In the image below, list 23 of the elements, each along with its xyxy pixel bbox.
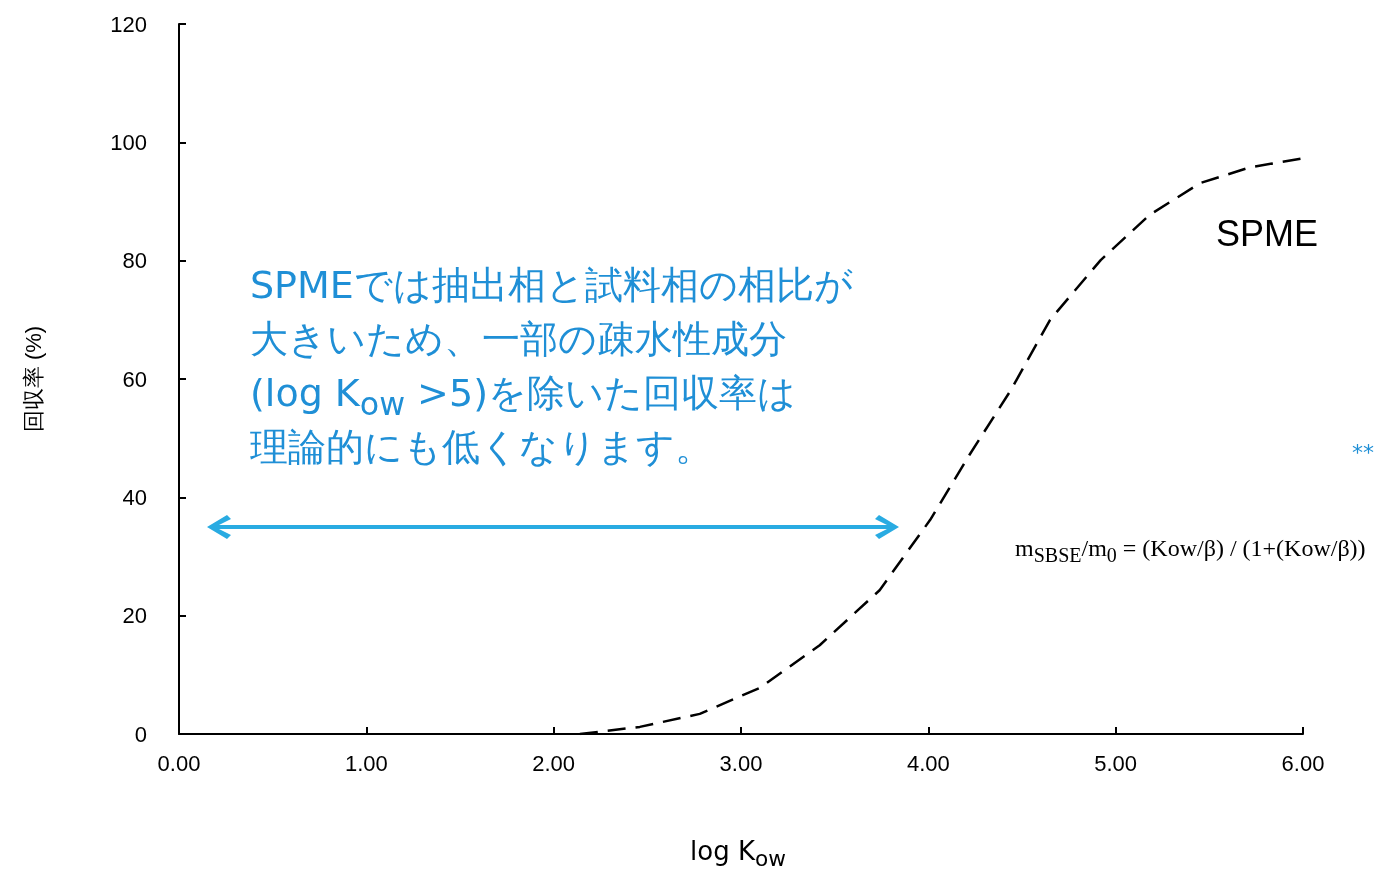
annotation: SPMEでは抽出相と試料相の相比が [250, 262, 853, 309]
x-tick-label: 2.00 [532, 750, 576, 776]
series-label: SPME [1216, 212, 1319, 254]
y-tick-label: 0 [134, 721, 147, 747]
y-tick-label: 100 [110, 129, 147, 155]
annotation: m$_{SBSE}$/m$_{0}$ = (Kow/β) / (1+(Kow/β)) [1015, 535, 1366, 567]
x-tick-label: 3.00 [719, 750, 763, 776]
y-tick-label: 20 [122, 603, 147, 629]
x-tick-label: 0.00 [157, 750, 201, 776]
y-axis-title: 回収率 (%) [20, 325, 46, 433]
y-tick-label: 120 [110, 11, 147, 37]
x-tick-label: 6.00 [1281, 750, 1325, 776]
annotation: (log K$_{ow}$ >5)を除いた回収率は [250, 371, 796, 422]
x-tick-label: 1.00 [344, 750, 388, 776]
x-tick-label: 5.00 [1094, 750, 1138, 776]
x-axis-title: log K$_{ow}$ [690, 836, 786, 872]
text: ** [1352, 440, 1374, 465]
annotation: 理論的にも低くなります。 [250, 424, 713, 471]
y-tick-label: 40 [122, 484, 147, 510]
y-tick-label: 60 [122, 366, 147, 392]
y-tick-label: 80 [122, 248, 147, 274]
x-tick-label: 4.00 [906, 750, 950, 776]
annotation: 大きいため、一部の疎水性成分 [250, 316, 787, 363]
